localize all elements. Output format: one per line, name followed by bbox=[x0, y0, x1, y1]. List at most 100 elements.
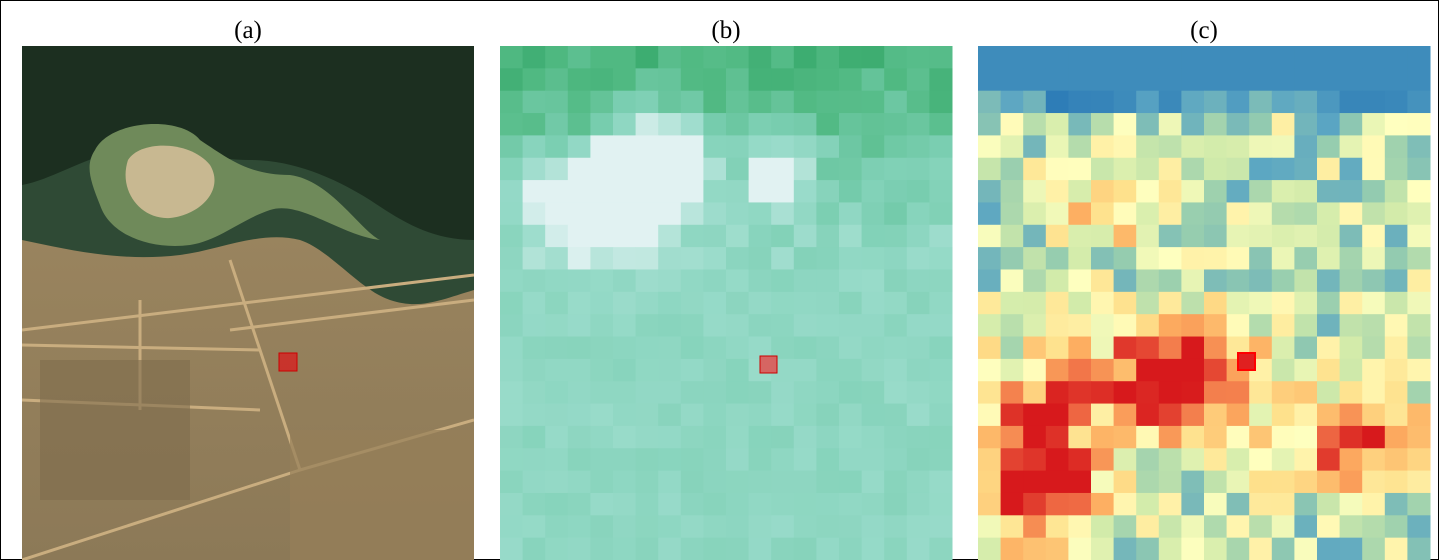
pixel bbox=[590, 292, 613, 315]
pixel bbox=[839, 46, 862, 69]
pixel bbox=[1385, 269, 1408, 292]
pixel bbox=[590, 135, 613, 158]
pixel bbox=[1294, 202, 1317, 225]
pixel bbox=[1159, 493, 1182, 516]
pixel bbox=[568, 493, 591, 516]
pixel bbox=[1204, 538, 1227, 560]
pixel bbox=[978, 493, 1001, 516]
pixel bbox=[703, 158, 726, 181]
pixel bbox=[726, 135, 749, 158]
pixel bbox=[1204, 471, 1227, 494]
panel-label: (c) bbox=[1190, 17, 1218, 44]
pixel bbox=[1114, 158, 1137, 181]
pixel bbox=[1159, 202, 1182, 225]
pixel bbox=[862, 158, 885, 181]
pixel bbox=[523, 471, 546, 494]
pixel bbox=[1294, 359, 1317, 382]
pixel bbox=[907, 515, 930, 538]
pixel bbox=[1159, 538, 1182, 560]
pixel bbox=[658, 113, 681, 136]
pixel bbox=[568, 269, 591, 292]
pixel bbox=[1249, 448, 1272, 471]
pixel bbox=[590, 225, 613, 248]
pixel bbox=[1204, 337, 1227, 360]
pixel bbox=[1407, 337, 1430, 360]
pixel bbox=[1362, 46, 1385, 69]
pixel bbox=[613, 314, 636, 337]
pixel bbox=[1091, 404, 1114, 427]
pixel bbox=[568, 515, 591, 538]
pixel bbox=[1385, 180, 1408, 203]
pixel bbox=[590, 247, 613, 270]
pixel bbox=[794, 314, 817, 337]
pixel bbox=[590, 337, 613, 360]
pixel bbox=[523, 91, 546, 114]
pixel bbox=[884, 448, 907, 471]
pixel bbox=[1204, 46, 1227, 69]
pixel bbox=[749, 426, 772, 449]
pixel bbox=[681, 135, 704, 158]
pixel bbox=[907, 91, 930, 114]
pixel bbox=[1068, 91, 1091, 114]
pixel bbox=[839, 404, 862, 427]
pixel bbox=[1159, 314, 1182, 337]
pixel bbox=[1046, 471, 1069, 494]
pixel bbox=[523, 202, 546, 225]
pixel bbox=[1317, 180, 1340, 203]
pixel bbox=[1114, 292, 1137, 315]
pixel bbox=[1114, 225, 1137, 248]
pixel bbox=[703, 426, 726, 449]
pixel bbox=[590, 158, 613, 181]
pixel bbox=[1046, 359, 1069, 382]
pixel bbox=[929, 359, 952, 382]
pixel bbox=[658, 404, 681, 427]
pixel bbox=[1317, 292, 1340, 315]
pixel bbox=[1340, 337, 1363, 360]
pixel bbox=[545, 225, 568, 248]
pixel bbox=[658, 46, 681, 69]
pixel bbox=[1068, 359, 1091, 382]
pixel bbox=[1136, 135, 1159, 158]
pixel bbox=[545, 471, 568, 494]
pixel bbox=[1136, 314, 1159, 337]
pixel bbox=[839, 493, 862, 516]
pixel bbox=[1159, 426, 1182, 449]
panel-label: (a) bbox=[234, 17, 262, 44]
pixel bbox=[839, 538, 862, 560]
pixel bbox=[1340, 426, 1363, 449]
pixel bbox=[1272, 46, 1295, 69]
pixel bbox=[1181, 538, 1204, 560]
pixel bbox=[794, 68, 817, 91]
pixel bbox=[523, 247, 546, 270]
pixel bbox=[703, 91, 726, 114]
pixel bbox=[884, 359, 907, 382]
pixel bbox=[749, 515, 772, 538]
pixel bbox=[771, 269, 794, 292]
pixel bbox=[1136, 515, 1159, 538]
pixel bbox=[1001, 247, 1024, 270]
pixel bbox=[1068, 225, 1091, 248]
pixel bbox=[907, 337, 930, 360]
pixel bbox=[929, 538, 952, 560]
pixel bbox=[1407, 471, 1430, 494]
pixel bbox=[816, 404, 839, 427]
pixel bbox=[545, 493, 568, 516]
pixel bbox=[590, 404, 613, 427]
pixel bbox=[1385, 448, 1408, 471]
pixel bbox=[1159, 381, 1182, 404]
pixel bbox=[681, 180, 704, 203]
pixel bbox=[1136, 113, 1159, 136]
pixel bbox=[929, 158, 952, 181]
pixel bbox=[1204, 515, 1227, 538]
pixel bbox=[794, 292, 817, 315]
pixel bbox=[658, 515, 681, 538]
pixel bbox=[636, 381, 659, 404]
pixel bbox=[636, 68, 659, 91]
pixel bbox=[1068, 292, 1091, 315]
pixel bbox=[1091, 314, 1114, 337]
pixel bbox=[568, 404, 591, 427]
pixel bbox=[703, 493, 726, 516]
pixel bbox=[658, 68, 681, 91]
pixel bbox=[1091, 180, 1114, 203]
pixel bbox=[568, 91, 591, 114]
